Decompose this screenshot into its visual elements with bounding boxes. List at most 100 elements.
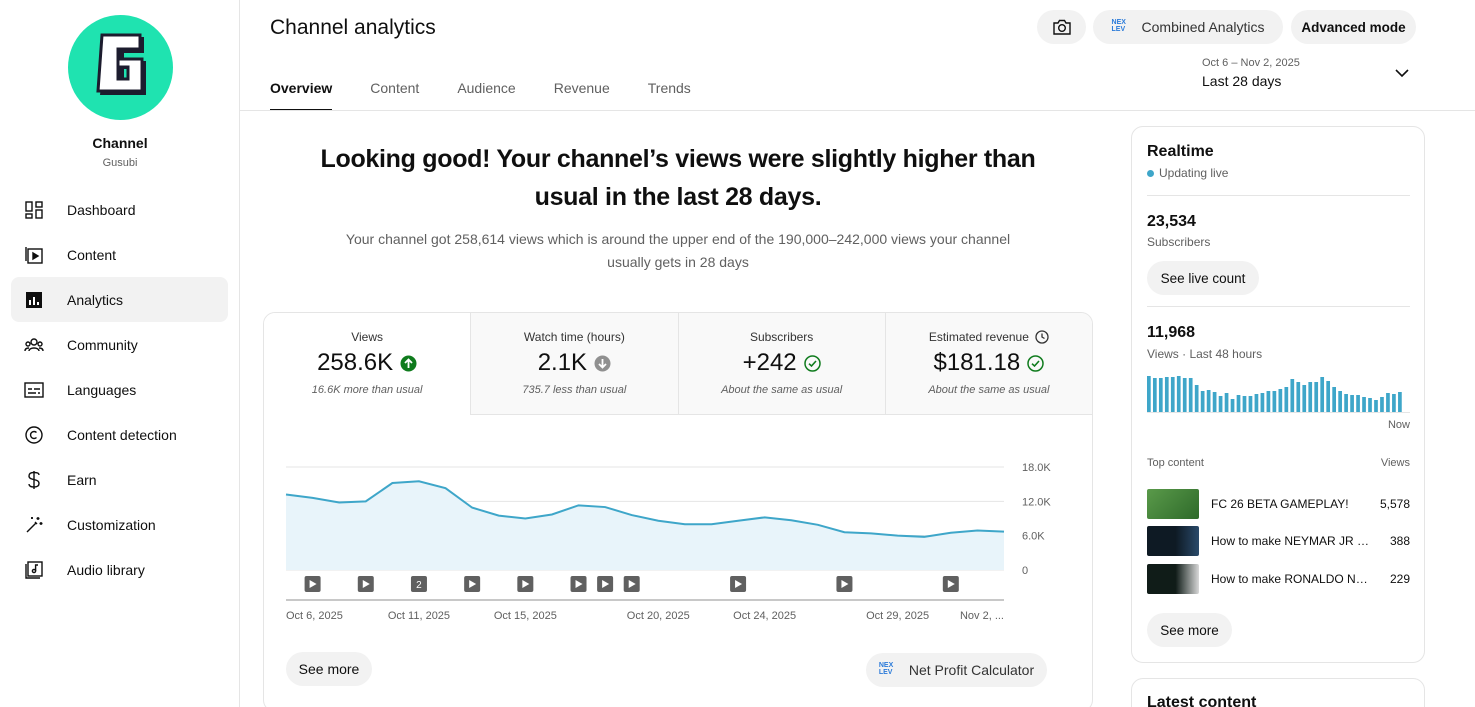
x-tick-label: Nov 2, ... <box>960 610 1004 622</box>
nexlev-logo-icon: NEX LEV <box>878 662 894 676</box>
realtime-bar <box>1182 378 1187 412</box>
clock-icon <box>1035 330 1049 344</box>
languages-icon <box>24 380 44 400</box>
realtime-bar <box>1147 376 1151 412</box>
channel-label: Channel <box>92 135 148 151</box>
metric-estimated-revenue[interactable]: Estimated revenue $181.18 About the same… <box>884 313 1092 415</box>
realtime-bar <box>1290 379 1295 412</box>
realtime-bar <box>1374 400 1378 412</box>
metric-note: 735.7 less than usual <box>522 384 627 396</box>
advanced-mode-button[interactable]: Advanced mode <box>1291 10 1416 44</box>
community-icon <box>24 335 44 355</box>
sidebar-item-label: Content <box>67 246 117 263</box>
sidebar-item-customization[interactable]: Customization <box>11 502 228 547</box>
video-title: How to make RONALDO NAZARIO in FC 26 <box>1211 572 1371 586</box>
date-range-picker[interactable]: Oct 6 – Nov 2, 2025 Last 28 days <box>1202 57 1417 97</box>
net-profit-calculator-button[interactable]: NEX LEV Net Profit Calculator <box>866 653 1047 687</box>
sidebar-item-content[interactable]: Content <box>11 232 228 277</box>
sidebar-item-dashboard[interactable]: Dashboard <box>11 187 228 232</box>
metric-label-row: Estimated revenue <box>886 330 1092 344</box>
chart-area <box>286 481 1004 570</box>
sidebar-item-content-detection[interactable]: Content detection <box>11 412 228 457</box>
realtime-status: Updating live <box>1147 166 1228 180</box>
realtime-bar <box>1338 391 1342 412</box>
realtime-bar <box>1200 391 1205 412</box>
top-content-views-label: Views <box>1380 457 1410 469</box>
copyright-icon <box>24 425 44 445</box>
sidebar-item-audio-library[interactable]: Audio library <box>11 547 228 592</box>
top-content-label: Top content <box>1147 457 1204 469</box>
realtime-status-label: Updating live <box>1159 166 1229 180</box>
content-icon <box>24 245 44 265</box>
magic-wand-icon <box>24 515 44 535</box>
realtime-now-label: Now <box>1387 419 1410 431</box>
realtime-bar <box>1356 395 1360 412</box>
play-icon <box>841 580 849 588</box>
check-circle-icon <box>803 354 821 372</box>
realtime-see-more-button[interactable]: See more <box>1147 613 1232 647</box>
upload-marker <box>410 576 427 592</box>
metric-label: Watch time (hours) <box>523 330 625 344</box>
top-content-row[interactable]: How to make RONALDO NAZARIO in FC 26 229 <box>1147 564 1410 594</box>
channel-avatar[interactable] <box>68 15 173 120</box>
realtime-bar <box>1380 397 1384 412</box>
realtime-panel: Realtime Updating live 23,534 Subscriber… <box>1131 126 1425 663</box>
see-live-count-button[interactable]: See live count <box>1147 261 1259 295</box>
arrow-down-circle-icon <box>594 355 611 371</box>
realtime-bar <box>1248 396 1253 412</box>
realtime-bar <box>1194 385 1199 412</box>
metric-subscribers[interactable]: Subscribers +242 About the same as usual <box>677 313 885 415</box>
chart-line <box>285 480 1005 538</box>
sidebar-item-label: Earn <box>67 471 97 488</box>
realtime-bar <box>1176 376 1181 412</box>
realtime-views-label: Views · Last 48 hours <box>1147 347 1263 361</box>
sidebar-item-community[interactable]: Community <box>11 322 228 367</box>
tab-revenue[interactable]: Revenue <box>553 80 610 96</box>
metric-value-row: 2.1K <box>471 349 677 377</box>
summary-detail: Your channel got 258,614 views which is … <box>345 231 1011 270</box>
tab-audience[interactable]: Audience <box>457 80 516 96</box>
see-more-button[interactable]: See more <box>286 652 372 686</box>
nexlev-logo-icon: NEX LEV <box>1111 19 1126 33</box>
realtime-bar <box>1236 395 1241 412</box>
realtime-bar <box>1326 381 1331 412</box>
realtime-bar <box>1230 399 1235 412</box>
top-content-row[interactable]: How to make NEYMAR JR in FC 26 388 <box>1147 526 1410 556</box>
upload-marker-count: 2 <box>416 580 422 591</box>
screenshot-button[interactable] <box>1037 10 1086 44</box>
top-content-row[interactable]: FC 26 BETA GAMEPLAY! 5,578 <box>1147 489 1410 519</box>
realtime-bar <box>1152 378 1157 412</box>
metric-note: 16.6K more than usual <box>311 384 423 396</box>
metric-watch-time[interactable]: Watch time (hours) 2.1K 735.7 less than … <box>470 313 678 415</box>
metric-tabs: Views 258.6K 16.6K more than usual Watch… <box>264 313 1092 415</box>
realtime-bar <box>1158 378 1163 412</box>
sidebar-item-label: Analytics <box>67 291 124 308</box>
sidebar-item-label: Languages <box>67 381 137 398</box>
metric-views[interactable]: Views 258.6K 16.6K more than usual <box>264 313 471 415</box>
camera-icon <box>1052 19 1071 35</box>
realtime-title: Realtime <box>1147 143 1214 160</box>
tab-content[interactable]: Content <box>370 80 420 96</box>
channel-handle: Gusubi <box>102 157 138 169</box>
sidebar-item-languages[interactable]: Languages <box>11 367 228 412</box>
sidebar-item-earn[interactable]: Earn <box>11 457 228 502</box>
y-tick-label: 18.0K <box>1022 462 1051 474</box>
realtime-subscribers-value: 23,534 <box>1147 213 1196 230</box>
video-title: FC 26 BETA GAMEPLAY! <box>1211 497 1349 511</box>
realtime-bar <box>1302 385 1307 412</box>
metric-label: Estimated revenue <box>928 330 1029 344</box>
latest-content-panel: Latest content <box>1131 678 1425 707</box>
metric-note: About the same as usual <box>721 384 843 396</box>
sidebar-item-analytics[interactable]: Analytics <box>11 277 228 322</box>
play-icon <box>522 580 530 588</box>
sidebar-nav: Dashboard Content Analytics Community <box>11 187 228 592</box>
tab-overview[interactable]: Overview <box>270 70 333 111</box>
combined-analytics-button[interactable]: NEX LEV Combined Analytics <box>1093 10 1283 44</box>
realtime-bar <box>1218 396 1223 412</box>
realtime-bar <box>1332 387 1337 412</box>
y-tick-label: 12.0K <box>1022 496 1051 508</box>
divider <box>1147 306 1410 307</box>
tab-trends[interactable]: Trends <box>647 80 691 96</box>
realtime-bar <box>1254 394 1259 412</box>
realtime-bar <box>1350 395 1354 412</box>
